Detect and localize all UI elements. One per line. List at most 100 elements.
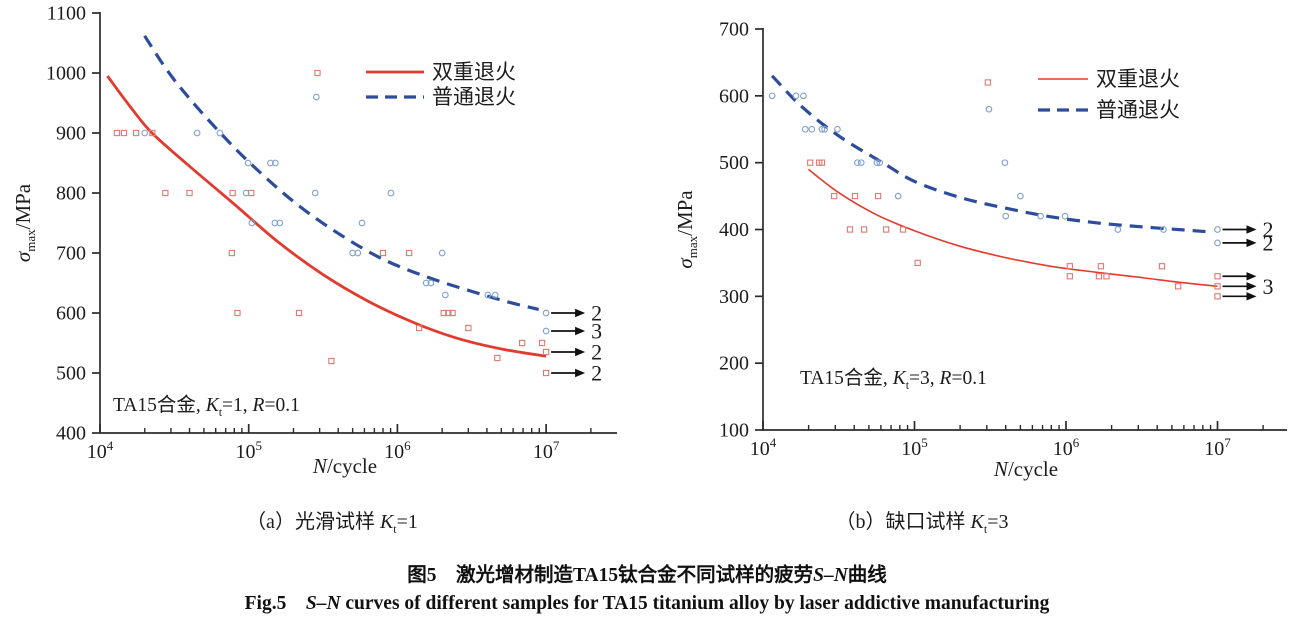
runout-count-label: 3 <box>591 319 602 344</box>
fit-curve-solid <box>807 168 1218 288</box>
data-point-square <box>1175 283 1182 290</box>
runout-count-label: 2 <box>591 361 602 386</box>
data-point-square <box>162 189 169 197</box>
data-point-square <box>538 339 546 347</box>
y-tick-label: 800 <box>56 183 86 205</box>
runout-arrowhead <box>1246 225 1257 234</box>
data-point-square <box>465 324 472 332</box>
runout-count-label: 3 <box>1263 274 1274 299</box>
x-tick-label: 105 <box>235 438 262 463</box>
data-point-square <box>229 189 236 197</box>
runout-count-label: 2 <box>1263 217 1274 242</box>
y-tick-label: 1100 <box>47 3 86 25</box>
subplot-caption: （a）光滑试样 Kt=1 <box>246 510 418 536</box>
y-tick-label: 100 <box>719 420 749 442</box>
y-tick-label: 600 <box>56 303 86 325</box>
data-point-square <box>818 159 826 166</box>
data-point-square <box>1158 263 1166 270</box>
data-point-circle <box>801 125 809 133</box>
data-point-circle <box>141 129 149 137</box>
data-point-circle <box>312 93 320 101</box>
data-point-square <box>234 309 241 317</box>
y-tick-label: 400 <box>56 423 86 445</box>
data-point-square <box>314 69 321 77</box>
runout-arrowhead <box>575 326 586 336</box>
runout-arrowhead <box>1246 272 1257 281</box>
caption-en-prefix: Fig.5 <box>244 593 306 614</box>
data-point-square <box>1214 293 1221 300</box>
y-tick-label: 700 <box>719 19 749 41</box>
data-point-circle <box>216 129 224 137</box>
caption-en-sn: S–N <box>305 593 341 614</box>
data-point-circle <box>271 159 279 167</box>
data-point-square <box>149 129 156 137</box>
data-point-circle <box>1017 192 1024 200</box>
data-point-circle <box>354 249 362 257</box>
data-point-square <box>440 309 447 317</box>
data-point-circle <box>800 92 807 100</box>
data-point-square <box>120 129 128 137</box>
data-point-circle <box>818 125 826 133</box>
runout-arrowhead <box>575 347 586 357</box>
fit-curve-dashed <box>770 74 1214 234</box>
data-point-square <box>445 309 452 317</box>
y-tick-label: 1000 <box>46 63 86 85</box>
data-point-circle <box>834 125 841 133</box>
data-point-square <box>899 226 907 233</box>
subplot-caption: （b）缺口试样 Kt=3 <box>836 510 1009 536</box>
figure-caption-en: Fig.5 S–N curves of different samples fo… <box>0 590 1294 618</box>
data-point-square <box>914 259 921 267</box>
data-point-square <box>1066 273 1073 280</box>
data-point-square <box>1214 283 1221 290</box>
data-point-square <box>1066 263 1073 270</box>
caption-cn-sn: S–N <box>813 565 848 586</box>
data-point-square <box>1103 273 1110 280</box>
data-point-circle <box>484 291 492 299</box>
data-point-square <box>807 159 814 166</box>
data-point-square <box>831 192 838 200</box>
data-point-circle <box>441 291 449 299</box>
y-axis-title: σmax/MPa <box>673 190 700 269</box>
data-point-square <box>874 192 882 200</box>
data-point-square <box>542 369 550 377</box>
runout-arrowhead <box>1246 282 1257 291</box>
caption-cn-prefix: 图5 激光增材制造TA15钛合金不同试样的疲劳 <box>407 565 814 586</box>
y-tick-label: 200 <box>719 353 749 375</box>
data-point-circle <box>387 189 395 197</box>
data-point-circle <box>542 309 550 317</box>
figure-caption-cn: 图5 激光增材制造TA15钛合金不同试样的疲劳S–N曲线 <box>0 562 1294 590</box>
x-tick-label: 104 <box>87 438 114 463</box>
data-point-circle <box>985 105 993 113</box>
x-axis-title: N/cycle <box>993 457 1058 481</box>
data-point-square <box>406 249 413 257</box>
runout-arrowhead <box>575 368 586 378</box>
data-point-square <box>851 192 859 200</box>
figure-caption-block: 图5 激光增材制造TA15钛合金不同试样的疲劳S–N曲线 Fig.5 S–N c… <box>0 562 1294 618</box>
data-point-square <box>1097 263 1105 270</box>
x-tick-label: 105 <box>901 435 928 460</box>
data-point-circle <box>876 159 884 167</box>
data-point-circle <box>422 279 430 287</box>
data-point-circle <box>271 219 279 227</box>
data-point-circle <box>244 159 252 167</box>
legend-label-dual-annealing: 双重退火 <box>432 60 516 84</box>
data-point-square <box>295 309 303 317</box>
data-point-circle <box>276 219 284 227</box>
data-point-square <box>328 357 335 365</box>
caption-en-suffix: curves of different samples for TA15 tit… <box>340 593 1050 614</box>
data-point-square <box>449 309 456 317</box>
data-point-circle <box>792 92 800 100</box>
legend-label-ordinary-annealing: 普通退火 <box>432 85 516 109</box>
data-point-circle <box>248 219 256 227</box>
y-tick-label: 900 <box>56 123 86 145</box>
data-point-circle <box>358 219 366 227</box>
legend-label-ordinary-annealing: 普通退火 <box>1096 98 1180 122</box>
runout-arrowhead <box>575 308 586 318</box>
data-point-circle <box>821 125 828 133</box>
data-point-circle <box>768 92 776 100</box>
data-point-circle <box>267 159 274 167</box>
data-point-circle <box>242 189 250 197</box>
runout-arrowhead <box>1246 238 1257 248</box>
data-point-circle <box>193 129 201 137</box>
